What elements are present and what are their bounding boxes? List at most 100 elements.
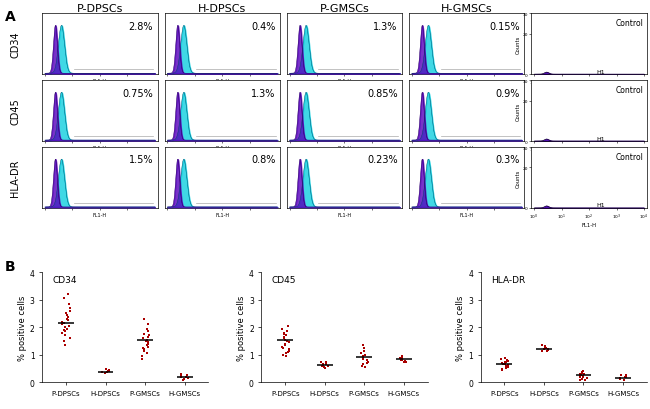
Text: H1: H1: [596, 203, 605, 208]
Point: [500, 363, 511, 369]
Point: [142, 350, 153, 357]
Point: [143, 334, 153, 340]
Point: [181, 374, 191, 380]
Point: [282, 328, 293, 335]
Point: [542, 346, 552, 353]
X-axis label: FL1-H: FL1-H: [93, 212, 107, 217]
Point: [320, 365, 331, 371]
Point: [283, 339, 294, 346]
Point: [619, 374, 630, 381]
Text: Control: Control: [616, 153, 644, 162]
Point: [500, 359, 511, 365]
Point: [63, 301, 73, 307]
Text: CD45: CD45: [272, 276, 296, 285]
Point: [537, 342, 547, 348]
Point: [318, 360, 329, 367]
Point: [58, 295, 69, 302]
Point: [64, 305, 75, 311]
Point: [64, 335, 75, 342]
Point: [541, 348, 552, 354]
Point: [97, 369, 107, 375]
Title: H-GMSCs: H-GMSCs: [441, 4, 493, 13]
Y-axis label: Counts: Counts: [516, 169, 521, 187]
Point: [497, 365, 508, 372]
X-axis label: FL1-H: FL1-H: [337, 146, 352, 151]
Point: [64, 323, 74, 329]
Point: [578, 368, 589, 374]
Point: [580, 377, 590, 384]
Point: [578, 374, 588, 381]
Point: [502, 362, 513, 369]
X-axis label: FL1-H: FL1-H: [582, 89, 597, 94]
Point: [498, 361, 508, 368]
Point: [577, 369, 587, 375]
X-axis label: FL1-H: FL1-H: [215, 146, 229, 151]
Point: [398, 360, 409, 366]
Point: [177, 376, 188, 383]
Point: [502, 357, 513, 363]
Point: [181, 372, 192, 379]
Text: 0.3%: 0.3%: [495, 155, 520, 165]
Point: [620, 373, 630, 380]
Text: H1: H1: [596, 70, 605, 74]
Point: [280, 335, 290, 342]
X-axis label: FL1-H: FL1-H: [582, 156, 597, 161]
Point: [577, 369, 587, 376]
Point: [99, 370, 110, 376]
Point: [102, 369, 112, 376]
Point: [139, 316, 150, 322]
Point: [143, 341, 153, 347]
Point: [58, 338, 69, 344]
Point: [359, 364, 370, 371]
Y-axis label: % positive cells: % positive cells: [18, 295, 27, 360]
Point: [279, 334, 289, 340]
Point: [64, 308, 75, 314]
Point: [615, 376, 625, 382]
Text: 0.23%: 0.23%: [367, 155, 398, 165]
Point: [397, 357, 408, 363]
Point: [280, 341, 290, 347]
Point: [60, 310, 71, 317]
Point: [279, 331, 289, 337]
Point: [59, 320, 70, 326]
Point: [277, 344, 287, 350]
Point: [575, 372, 586, 379]
Point: [318, 362, 328, 369]
Text: 2.8%: 2.8%: [129, 22, 153, 31]
Text: 0.9%: 0.9%: [495, 88, 520, 98]
Point: [500, 360, 510, 367]
Point: [281, 350, 292, 357]
Point: [361, 360, 372, 366]
Point: [283, 323, 293, 329]
Point: [316, 360, 326, 366]
Point: [502, 364, 513, 371]
Point: [60, 333, 70, 339]
Point: [500, 363, 511, 370]
X-axis label: FL1-H: FL1-H: [215, 79, 229, 84]
Point: [320, 361, 331, 368]
Point: [176, 373, 187, 380]
Point: [575, 376, 586, 383]
Point: [281, 333, 291, 339]
Point: [358, 361, 369, 368]
Text: B: B: [5, 260, 16, 274]
Point: [62, 326, 73, 332]
Point: [142, 326, 152, 332]
Point: [59, 327, 70, 333]
Point: [618, 376, 629, 383]
Point: [183, 375, 193, 382]
Text: 1.3%: 1.3%: [251, 88, 276, 98]
Text: HLA-DR: HLA-DR: [491, 276, 525, 285]
Title: H-DPSCs: H-DPSCs: [198, 4, 246, 13]
Point: [502, 358, 513, 364]
Point: [63, 314, 73, 320]
Point: [57, 330, 68, 336]
Point: [359, 348, 369, 354]
Text: H1: H1: [596, 136, 605, 141]
Point: [358, 356, 369, 362]
Point: [143, 339, 153, 346]
Point: [137, 353, 148, 360]
Point: [578, 371, 589, 378]
X-axis label: FL1-H: FL1-H: [215, 212, 229, 217]
Title: P-DPSCs: P-DPSCs: [77, 4, 123, 13]
